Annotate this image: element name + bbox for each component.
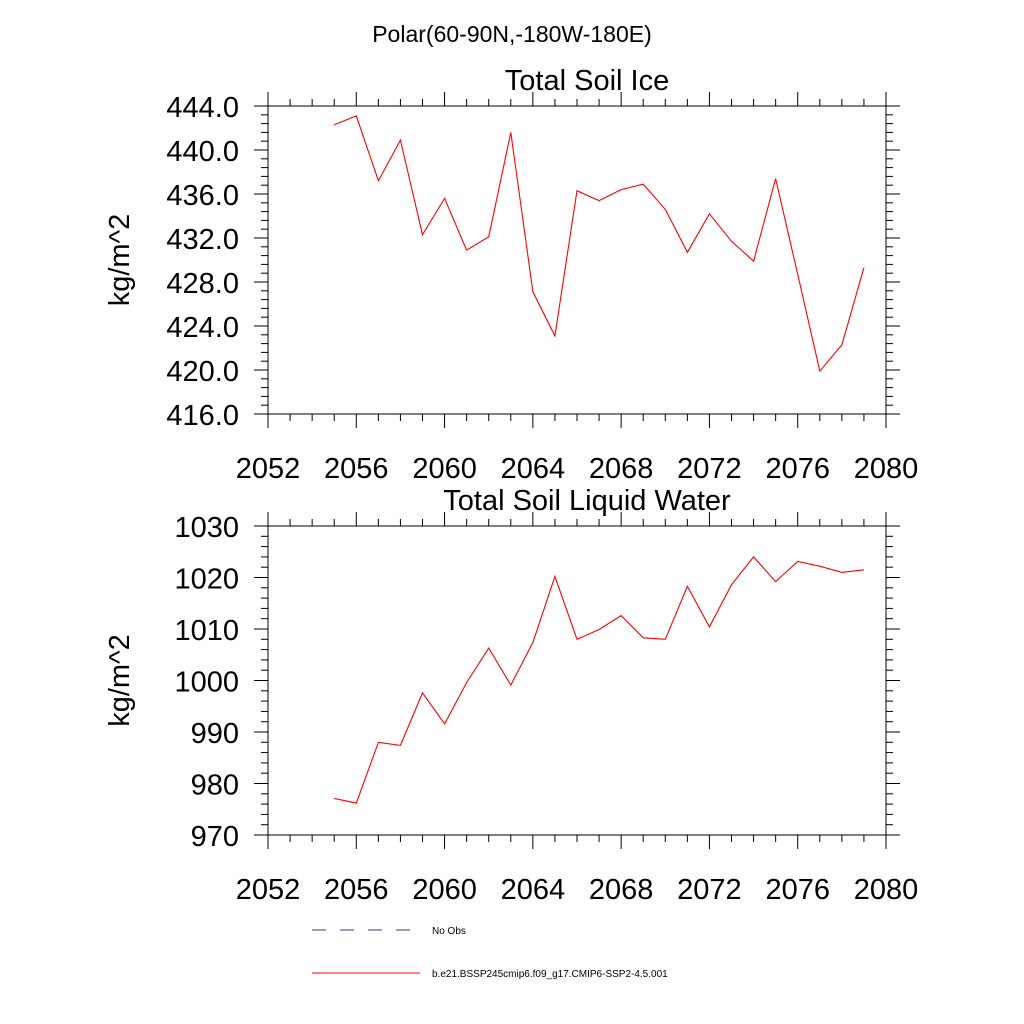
y-tick-label: 970: [191, 821, 239, 853]
y-tick-label: 1030: [174, 512, 239, 544]
y-tick-label: 440.0: [166, 136, 239, 168]
y-tick-label: 980: [191, 770, 239, 802]
y-tick-label: 436.0: [166, 180, 239, 212]
x-tick-label: 2052: [236, 874, 301, 906]
series-line-total-soil-liquid-water: [334, 556, 864, 804]
y-tick-label: 1010: [174, 615, 239, 647]
x-tick-label: 2076: [765, 453, 830, 485]
panel-total-soil-ice: Total Soil Ice 416.0 420.0 424.0 428.0 432.0 4…: [104, 65, 918, 485]
x-tick-label: 2068: [589, 874, 654, 906]
figure-title: Polar(60-90N,-180W-180E): [372, 21, 652, 47]
x-tick-label: 2056: [324, 874, 389, 906]
x-tick-label: 2064: [501, 874, 566, 906]
y-tick-label: 420.0: [166, 356, 239, 388]
legend-label-model-run: b.e21.BSSP245cmip6.f09_g17.CMIP6-SSP2-4.…: [432, 969, 668, 980]
y-tick-label: 1020: [174, 564, 239, 596]
chart-title: Total Soil Ice: [505, 65, 669, 97]
x-tick-label: 2080: [854, 453, 919, 485]
x-tick-label: 2076: [765, 874, 830, 906]
y-tick-label: 428.0: [166, 268, 239, 300]
panel-total-soil-liquid-water: Total Soil Liquid Water 970 980 990 1000 1010…: [104, 485, 918, 906]
legend-entry-model-run: b.e21.BSSP245cmip6.f09_g17.CMIP6-SSP2-4.…: [312, 969, 668, 980]
y-tick-label: 424.0: [166, 312, 239, 344]
chart-title: Total Soil Liquid Water: [443, 485, 731, 517]
x-tick-label: 2064: [501, 453, 566, 485]
y-tick-label: 1000: [174, 667, 239, 699]
y-tick-label: 990: [191, 718, 239, 750]
plot-frame: [267, 105, 887, 415]
x-tick-label: 2056: [324, 453, 389, 485]
y-tick-label: 444.0: [166, 92, 239, 124]
x-tick-label: 2060: [412, 874, 477, 906]
x-tick-label: 2072: [677, 874, 742, 906]
y-axis-label: kg/m^2: [104, 634, 136, 727]
y-tick-label: 432.0: [166, 224, 239, 256]
x-tick-label: 2080: [854, 874, 919, 906]
x-tick-label: 2060: [412, 453, 477, 485]
y-tick-label: 416.0: [166, 400, 239, 432]
plot-frame: [267, 525, 887, 836]
legend-entry-no-obs: No Obs: [312, 926, 466, 937]
y-axis-label: kg/m^2: [104, 214, 136, 307]
x-tick-label: 2052: [236, 453, 301, 485]
legend: No Obs b.e21.BSSP245cmip6.f09_g17.CMIP6-…: [312, 926, 668, 980]
x-tick-label: 2072: [677, 453, 742, 485]
legend-label-no-obs: No Obs: [432, 926, 466, 937]
series-line-total-soil-ice: [333, 115, 865, 373]
x-tick-label: 2068: [589, 453, 654, 485]
